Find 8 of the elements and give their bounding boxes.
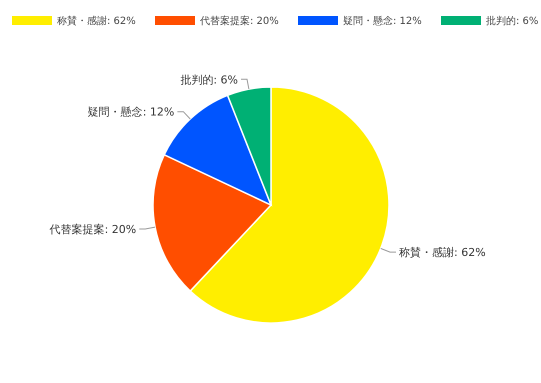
- slice-label: 批判的: 6%: [180, 73, 238, 86]
- legend-label: 疑問・懸念: 12%: [343, 15, 422, 27]
- slice-label: 代替案提案: 20%: [48, 222, 136, 236]
- legend-label: 称賛・感謝: 62%: [57, 15, 136, 27]
- legend-label: 批判的: 6%: [486, 15, 538, 27]
- slice-label: 疑問・懸念: 12%: [88, 106, 174, 119]
- slice-label: 称賛・感謝: 62%: [399, 246, 486, 260]
- legend-label: 代替案提案: 20%: [199, 15, 279, 27]
